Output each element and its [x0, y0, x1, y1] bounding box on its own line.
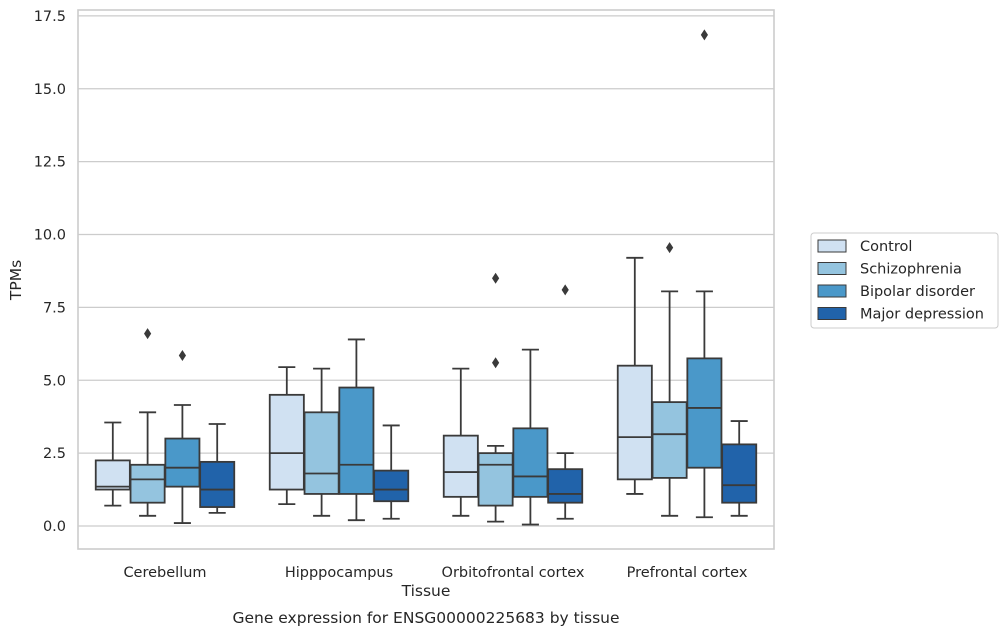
box-body [338, 386, 375, 495]
outlier-point [144, 328, 152, 340]
legend-label: Control [860, 239, 912, 255]
x-tick-labels: Cerebellum Hipppocampus Orbitofrontal cort… [123, 565, 747, 581]
box-body [547, 468, 584, 504]
box-body [477, 452, 514, 507]
legend-swatch [817, 284, 847, 298]
box-bipolar-disorder [338, 338, 375, 522]
box-major-depression [199, 423, 236, 514]
box-body [303, 411, 340, 495]
y-tick-label: 0.0 [43, 519, 66, 535]
outlier-point [492, 357, 500, 369]
box-schizophrenia [651, 242, 688, 517]
outlier-point [666, 242, 674, 254]
box-schizophrenia [129, 328, 166, 517]
y-tick-label: 17.5 [34, 9, 66, 25]
legend: Control Schizophrenia Bipolar disorder Majo… [810, 232, 999, 329]
box-body [651, 401, 688, 479]
box-body [442, 434, 479, 498]
box-major-depression [721, 420, 758, 517]
box-body [686, 357, 723, 469]
box-groups [94, 29, 758, 526]
box-body [721, 443, 758, 504]
x-tick-label: Cerebellum [123, 565, 206, 581]
legend-label: Bipolar disorder [860, 284, 975, 300]
box-bipolar-disorder [686, 29, 723, 519]
y-tick-labels: 0.0 2.5 5.0 7.5 10.0 12.5 15.0 17.5 [34, 9, 66, 535]
x-tick-label: Orbitofrontal cortex [442, 565, 585, 581]
box-schizophrenia [303, 367, 340, 517]
y-tick-label: 2.5 [43, 446, 66, 462]
legend-swatch [817, 262, 847, 275]
box-control [94, 421, 131, 507]
plot-frame [77, 9, 775, 550]
legend-swatch [817, 307, 847, 320]
box-body [373, 469, 410, 503]
box-major-depression [373, 424, 410, 520]
x-tick-label: Prefrontal cortex [627, 565, 748, 581]
x-axis-label: Tissue [401, 582, 451, 600]
y-tick-label: 15.0 [34, 82, 66, 98]
box-bipolar-disorder [164, 349, 201, 524]
box-body [616, 364, 653, 481]
y-tick-label: 10.0 [34, 228, 66, 244]
box-schizophrenia [477, 272, 514, 523]
legend-swatch [817, 239, 847, 253]
y-tick-label: 12.5 [34, 155, 66, 171]
box-control [442, 367, 479, 517]
y-tick-label: 7.5 [43, 300, 66, 316]
box-control [268, 366, 305, 506]
outlier-point [492, 272, 500, 284]
box-body [164, 437, 201, 488]
outlier-point [178, 349, 186, 361]
x-tick-label: Hipppocampus [285, 565, 393, 581]
box-control [616, 256, 653, 495]
outlier-point [700, 29, 708, 41]
box-body [94, 459, 131, 491]
legend-label: Major depression [860, 307, 984, 323]
box-body [199, 460, 236, 508]
legend-label: Schizophrenia [860, 262, 962, 278]
y-axis-label: TPMs [7, 260, 25, 301]
box-body [129, 463, 166, 504]
outlier-point [561, 284, 569, 296]
box-body [512, 427, 549, 498]
y-tick-label: 5.0 [43, 373, 66, 389]
chart-caption: Gene expression for ENSG00000225683 by t… [232, 609, 619, 627]
box-major-depression [547, 284, 584, 520]
box-bipolar-disorder [512, 348, 549, 526]
box-body [268, 393, 305, 491]
legend-frame [810, 232, 999, 329]
